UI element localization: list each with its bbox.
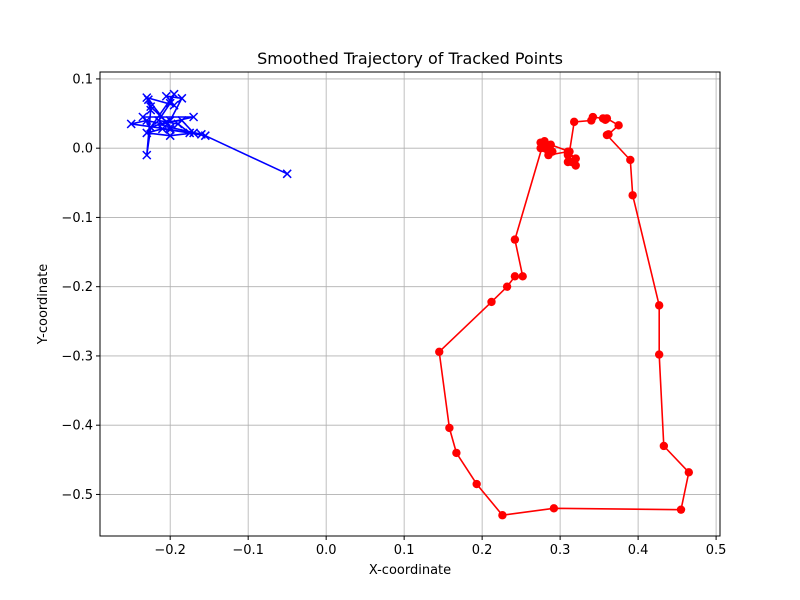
data-point xyxy=(165,131,175,141)
data-point xyxy=(563,157,573,167)
data-point xyxy=(138,112,148,122)
data-point xyxy=(588,112,598,122)
data-point xyxy=(571,161,580,170)
data-point xyxy=(161,91,171,101)
data-point xyxy=(189,112,199,122)
plot-frame xyxy=(99,71,721,537)
data-point xyxy=(628,191,637,200)
series-layer xyxy=(126,89,694,520)
series-2 xyxy=(435,112,694,520)
y-tick-label: −0.4 xyxy=(61,419,93,434)
data-point xyxy=(498,511,507,520)
data-point xyxy=(518,272,527,281)
data-point xyxy=(659,441,669,451)
x-tick-label: 0.1 xyxy=(394,543,415,558)
data-point xyxy=(546,140,555,149)
data-point xyxy=(165,122,175,132)
grid xyxy=(100,72,720,536)
data-point xyxy=(549,504,559,513)
x-tick-label: 0.4 xyxy=(628,543,649,558)
data-point xyxy=(563,150,573,160)
x-tick-label: −0.1 xyxy=(232,543,264,558)
y-tick-label: 0.0 xyxy=(72,142,93,157)
data-point xyxy=(569,117,579,127)
data-point xyxy=(146,102,156,112)
data-point xyxy=(177,115,187,126)
data-point xyxy=(157,124,167,134)
data-point xyxy=(452,448,461,458)
data-point xyxy=(654,350,664,359)
series-1 xyxy=(126,89,292,179)
data-point xyxy=(472,479,481,489)
data-point xyxy=(602,130,612,140)
data-point xyxy=(126,119,136,129)
data-point xyxy=(153,115,164,126)
data-point xyxy=(196,129,206,139)
y-axis-label: Y-coordinate xyxy=(36,264,51,345)
data-point xyxy=(544,150,553,160)
data-point xyxy=(602,114,612,123)
data-point xyxy=(282,169,292,179)
x-tick-label: 0.5 xyxy=(706,543,727,558)
data-point xyxy=(161,117,171,127)
y-tick-label: −0.2 xyxy=(61,280,93,295)
data-point xyxy=(435,347,444,356)
x-tick-label: −0.2 xyxy=(154,543,186,558)
y-tick-label: −0.3 xyxy=(61,349,93,364)
y-axis: 0.1 0.0 −0.1 −0.2 −0.3 −0.4 −0.5 xyxy=(61,72,100,503)
data-point xyxy=(540,137,549,146)
data-point xyxy=(684,468,694,477)
data-point xyxy=(143,95,153,105)
x-tick-label: 0.0 xyxy=(316,543,337,558)
data-point xyxy=(177,93,187,103)
y-tick-label: 0.1 xyxy=(72,72,93,87)
y-tick-label: −0.1 xyxy=(61,211,93,226)
data-point xyxy=(189,128,199,138)
x-axis-label: X-coordinate xyxy=(369,563,451,578)
data-point xyxy=(502,282,512,291)
data-point xyxy=(676,505,686,514)
data-point xyxy=(169,89,179,99)
data-point xyxy=(146,122,156,132)
x-axis: −0.2 −0.1 0.0 0.1 0.2 0.3 0.4 0.5 xyxy=(154,536,726,558)
data-point xyxy=(510,272,520,281)
data-point xyxy=(142,128,152,138)
data-point xyxy=(445,423,454,433)
chart-title: Smoothed Trajectory of Tracked Points xyxy=(257,49,563,68)
x-tick-label: 0.3 xyxy=(550,543,571,558)
y-tick-label: −0.5 xyxy=(61,488,93,503)
data-point xyxy=(185,128,195,138)
data-point xyxy=(654,301,664,310)
data-point xyxy=(626,155,635,165)
data-point xyxy=(510,235,520,244)
data-point xyxy=(146,105,156,115)
data-point xyxy=(487,297,496,307)
x-tick-label: 0.2 xyxy=(472,543,493,558)
data-point xyxy=(165,98,175,108)
data-point xyxy=(614,121,623,130)
data-point xyxy=(142,150,152,160)
